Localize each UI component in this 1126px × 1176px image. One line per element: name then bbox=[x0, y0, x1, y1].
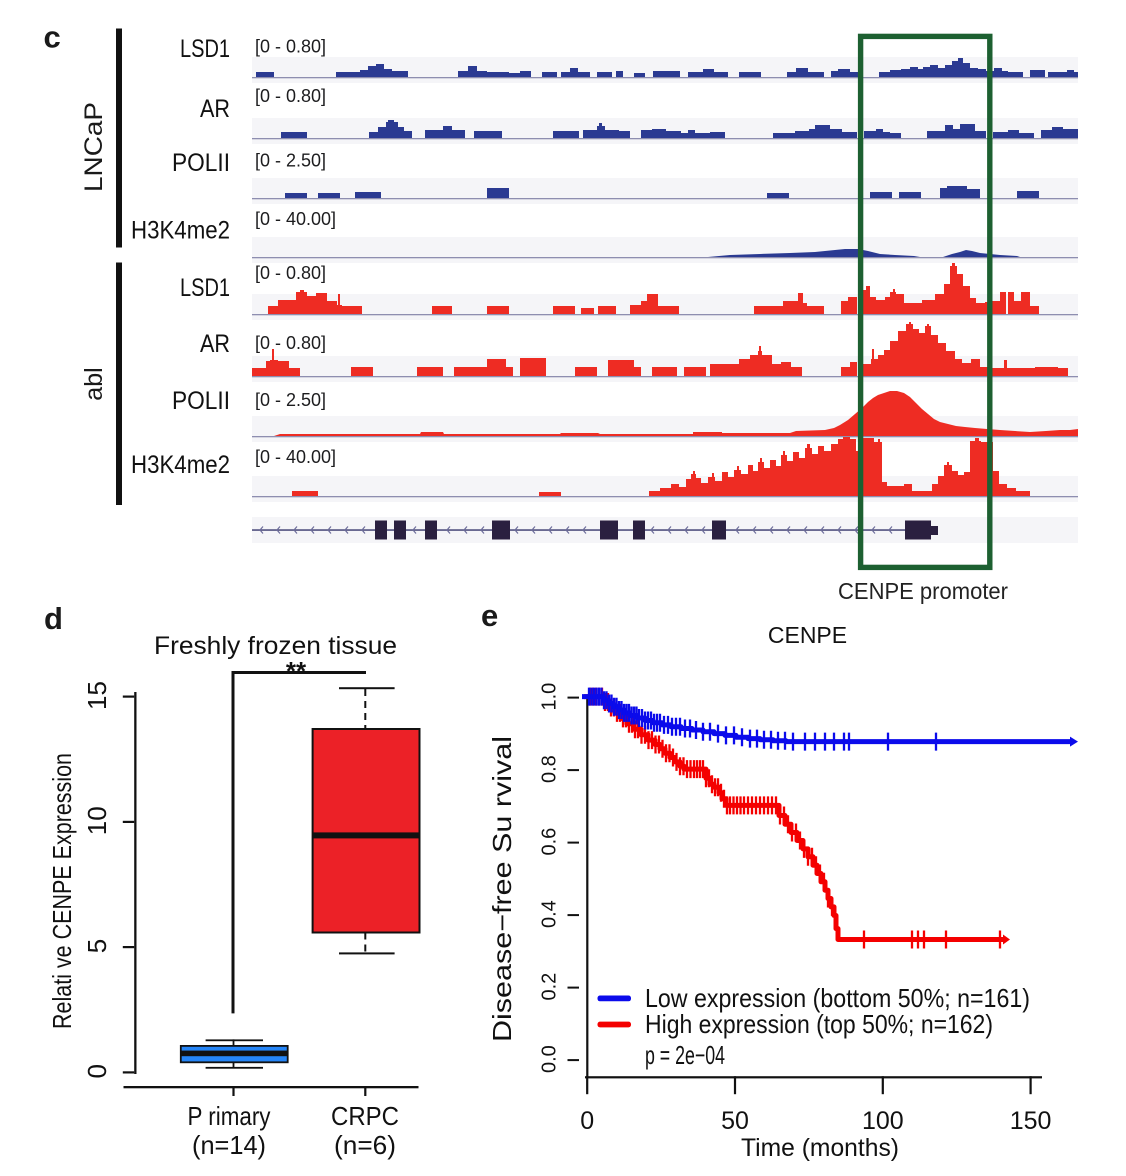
svg-text:100: 100 bbox=[862, 1107, 904, 1135]
svg-text:[0 - 2.50]: [0 - 2.50] bbox=[255, 390, 326, 410]
svg-text:Freshly frozen tissue: Freshly frozen tissue bbox=[154, 632, 397, 660]
svg-text:0.8: 0.8 bbox=[538, 755, 560, 783]
svg-text:CENPE promoter: CENPE promoter bbox=[838, 578, 1008, 604]
svg-text:H3K4me2: H3K4me2 bbox=[131, 451, 230, 479]
svg-text:LNCaP: LNCaP bbox=[80, 102, 108, 192]
svg-text:LSD1: LSD1 bbox=[180, 274, 230, 302]
svg-text:[0 - 40.00]: [0 - 40.00] bbox=[255, 209, 336, 229]
svg-text:CRPC: CRPC bbox=[331, 1101, 399, 1131]
svg-text:(n=14): (n=14) bbox=[192, 1130, 266, 1160]
svg-text:P rimary: P rimary bbox=[188, 1101, 271, 1131]
svg-text:0.0: 0.0 bbox=[538, 1045, 560, 1073]
svg-text:[0 - 0.80]: [0 - 0.80] bbox=[255, 86, 326, 106]
svg-text:[0 - 2.50]: [0 - 2.50] bbox=[255, 151, 326, 171]
svg-text:Disease−free Su rvival: Disease−free Su rvival bbox=[487, 736, 517, 1042]
svg-text:[0 - 40.00]: [0 - 40.00] bbox=[255, 447, 336, 467]
svg-text:AR: AR bbox=[200, 330, 230, 358]
svg-text:0: 0 bbox=[580, 1107, 594, 1135]
svg-text:1.0: 1.0 bbox=[538, 683, 560, 711]
svg-text:d: d bbox=[44, 601, 63, 636]
svg-text:e: e bbox=[481, 598, 498, 633]
svg-text:CENPE: CENPE bbox=[768, 622, 847, 648]
svg-text:POLII: POLII bbox=[172, 387, 230, 415]
svg-text:Time (months): Time (months) bbox=[741, 1134, 899, 1162]
svg-text:[0 - 0.80]: [0 - 0.80] bbox=[255, 263, 326, 283]
svg-text:c: c bbox=[44, 20, 61, 55]
svg-text:Relati ve CENPE Expression: Relati ve CENPE Expression bbox=[47, 753, 77, 1029]
svg-text:Low expression (bottom 50%; n=: Low expression (bottom 50%; n=161) bbox=[645, 983, 1030, 1013]
svg-text:[0 - 0.80]: [0 - 0.80] bbox=[255, 333, 326, 353]
svg-text:(n=6): (n=6) bbox=[334, 1130, 396, 1160]
svg-text:5: 5 bbox=[82, 939, 112, 953]
svg-text:abl: abl bbox=[80, 367, 108, 400]
svg-text:50: 50 bbox=[721, 1107, 749, 1135]
svg-text:H3K4me2: H3K4me2 bbox=[131, 217, 230, 245]
svg-text:High expression (top 50%; n=16: High expression (top 50%; n=162) bbox=[645, 1009, 993, 1039]
svg-text:0.6: 0.6 bbox=[538, 828, 560, 856]
svg-text:POLII: POLII bbox=[172, 149, 230, 177]
svg-text:[0 - 0.80]: [0 - 0.80] bbox=[255, 37, 326, 57]
svg-text:LSD1: LSD1 bbox=[180, 35, 230, 63]
svg-text:0.4: 0.4 bbox=[538, 900, 560, 928]
svg-text:150: 150 bbox=[1010, 1107, 1052, 1135]
svg-text:p = 2e−04: p = 2e−04 bbox=[645, 1040, 725, 1070]
svg-text:10: 10 bbox=[82, 806, 112, 835]
svg-text:15: 15 bbox=[82, 681, 112, 710]
svg-text:0.2: 0.2 bbox=[538, 973, 560, 1001]
svg-text:AR: AR bbox=[200, 95, 230, 123]
svg-text:0: 0 bbox=[82, 1064, 112, 1078]
